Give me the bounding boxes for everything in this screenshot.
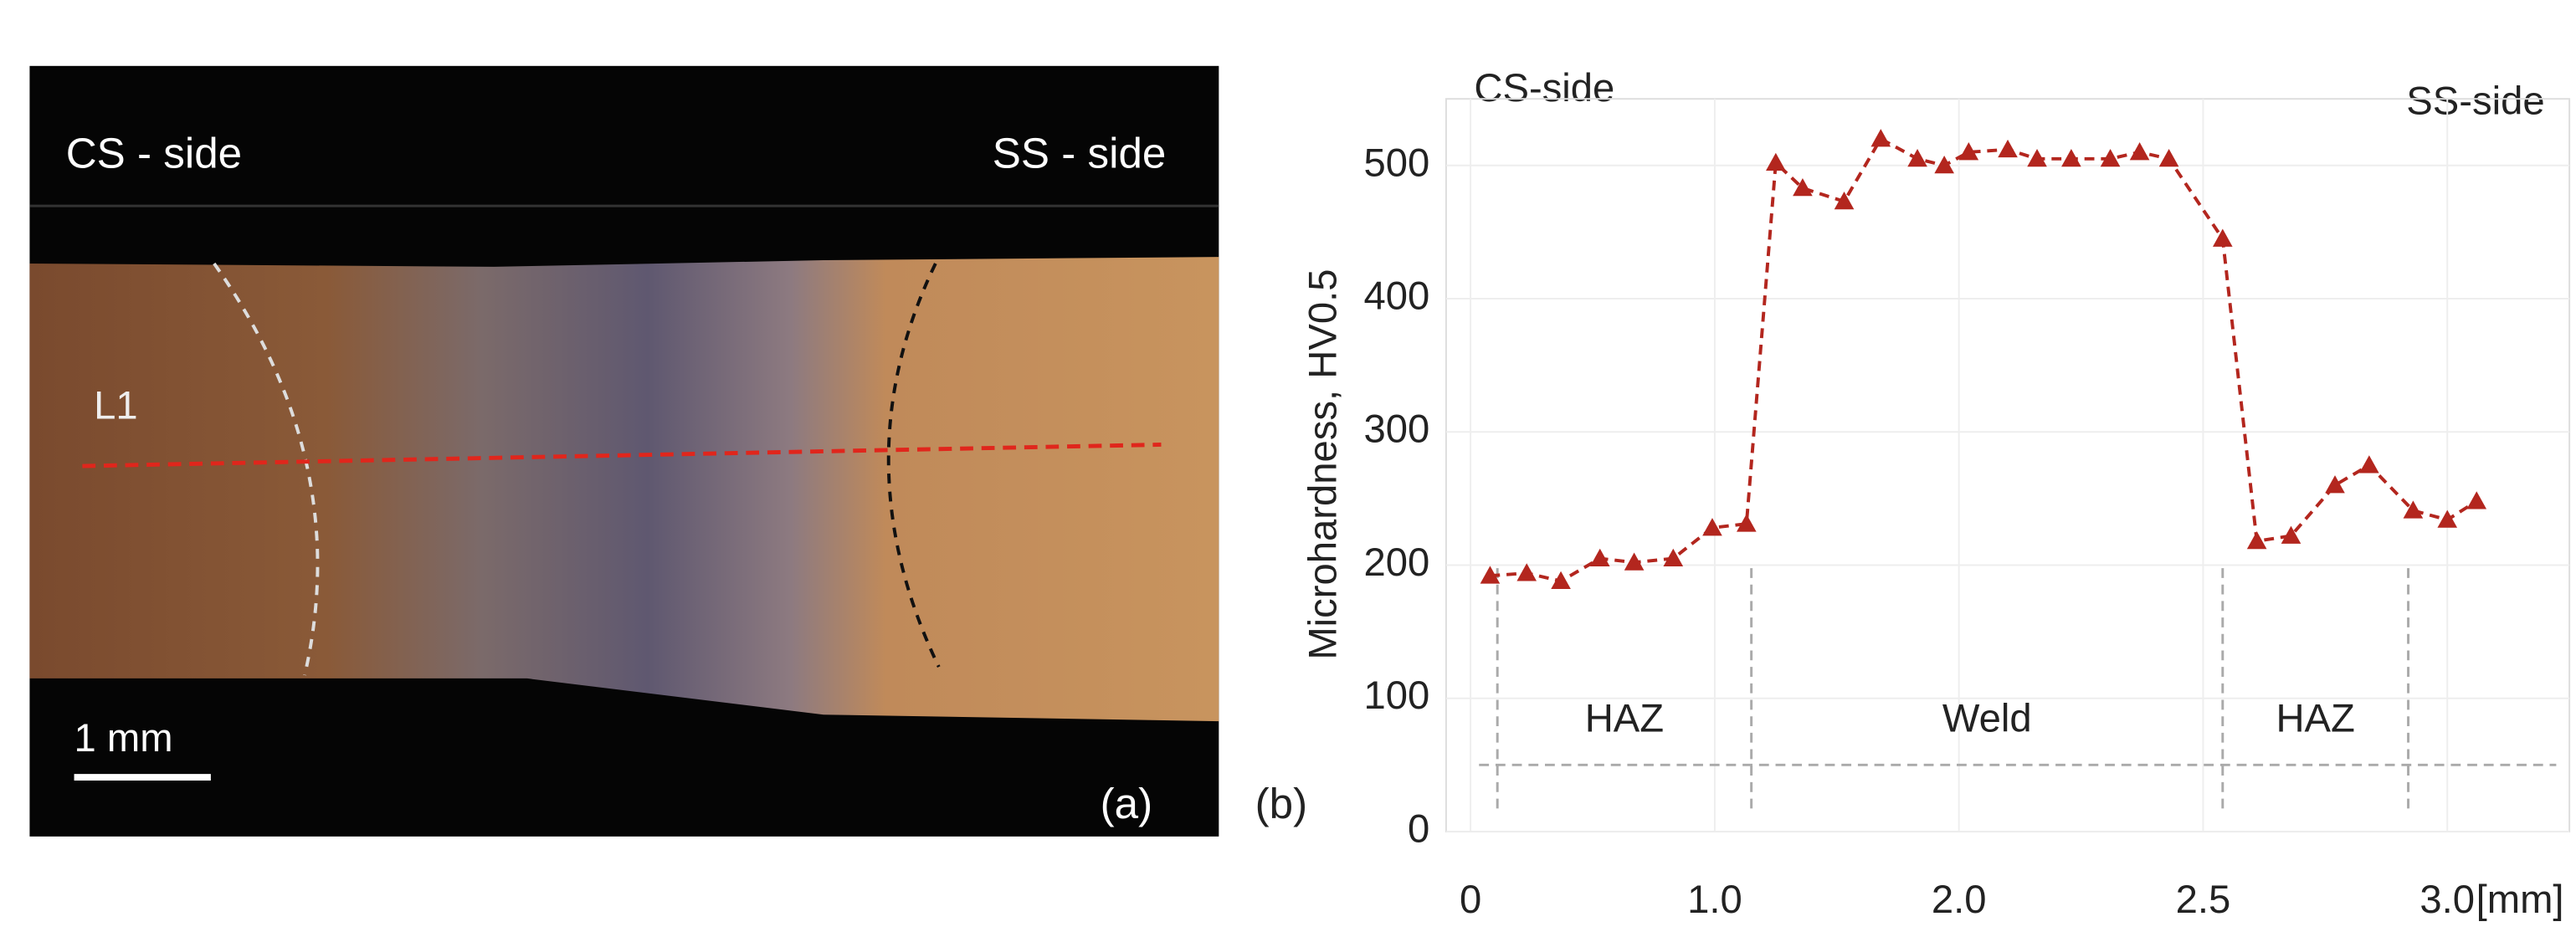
data-point <box>2437 509 2458 528</box>
y-tick-label: 400 <box>1363 274 1429 318</box>
x-axis-unit: [mm] <box>2476 878 2564 922</box>
specimen <box>29 257 1219 722</box>
panel-label: (a) <box>1101 780 1153 827</box>
data-point <box>1766 152 1786 172</box>
data-point <box>1551 571 1571 590</box>
zone-label: HAZ <box>1585 697 1664 741</box>
data-point <box>2027 149 2047 167</box>
zone-label: Weld <box>1942 697 2032 741</box>
data-point <box>2325 475 2345 494</box>
side-label: CS - side <box>66 130 242 177</box>
data-point <box>1480 566 1501 584</box>
data-point <box>1793 178 1813 197</box>
data-point <box>1589 548 1610 566</box>
data-point <box>1958 142 1979 161</box>
data-point <box>1624 552 1645 571</box>
x-tick-label: 0 <box>1460 878 1481 922</box>
data-point <box>2359 455 2379 474</box>
chart: (b) CS-side SS-side Microhardness, HV0.5… <box>1255 66 2571 922</box>
data-point <box>2403 500 2424 519</box>
fusion-boundary <box>213 262 320 676</box>
x-tick-label: 1.0 <box>1687 878 1742 922</box>
data-point <box>1934 155 1954 174</box>
fusion-boundary <box>886 263 941 668</box>
line-label: L1 <box>94 384 138 428</box>
data-point <box>2158 149 2179 167</box>
data-point <box>2100 149 2121 167</box>
data-point <box>1702 518 1722 536</box>
y-tick-label: 0 <box>1408 806 1429 851</box>
scale-label: 1 mm <box>74 716 173 760</box>
y-axis-label: Microhardness, HV0.5 <box>1301 269 1346 660</box>
data-line <box>1490 136 2478 583</box>
y-tick-label: 200 <box>1363 540 1429 585</box>
x-tick-label: 2.5 <box>2176 878 2231 922</box>
y-tick-label: 500 <box>1363 141 1429 185</box>
measurement-line <box>82 443 1162 468</box>
data-point <box>1870 129 1891 147</box>
data-point <box>1834 191 1855 210</box>
data-point <box>1737 514 1757 532</box>
data-point <box>1516 563 1537 581</box>
x-tick-label: 2.0 <box>1932 878 1987 922</box>
data-point <box>2061 149 2081 167</box>
data-point <box>2129 142 2150 161</box>
data-point <box>1907 149 1927 167</box>
y-tick-label: 100 <box>1363 673 1429 718</box>
data-point <box>2466 491 2487 509</box>
y-tick-label: 300 <box>1363 407 1429 452</box>
data-point <box>1998 139 2018 158</box>
data-point <box>2246 531 2267 550</box>
data-point <box>1663 548 1684 566</box>
data-point <box>2281 525 2301 544</box>
annotation: SS-side <box>2406 79 2544 124</box>
annotation: CS-side <box>1474 66 1614 110</box>
zone-label: HAZ <box>2276 697 2354 741</box>
side-label: SS - side <box>993 130 1167 177</box>
data-point <box>2212 228 2233 247</box>
panel-label: (b) <box>1255 780 1308 827</box>
x-tick-label: 3.0 <box>2419 878 2475 922</box>
micrograph: CS - side SS - side L1 1 mm (a) <box>29 65 1219 837</box>
